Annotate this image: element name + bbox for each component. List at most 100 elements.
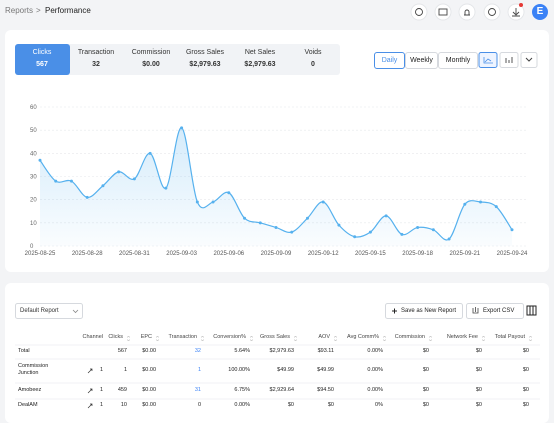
table-cell: $0 <box>475 367 482 373</box>
sort-icon <box>333 335 338 342</box>
export-button[interactable]: Export CSV <box>483 308 515 314</box>
table-cell: 0% <box>375 402 383 408</box>
column-header[interactable]: Gross Sales <box>260 334 290 340</box>
point <box>117 170 121 174</box>
point <box>337 223 341 227</box>
table-cell: $0 <box>475 387 482 393</box>
y-tick-label: 50 <box>30 128 37 134</box>
table-cell: 5.64% <box>234 348 250 354</box>
y-tick-label: 20 <box>30 198 37 204</box>
point <box>195 200 199 204</box>
metric-value: 0 <box>311 61 315 68</box>
metric-label[interactable]: Voids <box>304 49 322 56</box>
column-header[interactable]: Clicks <box>108 334 123 340</box>
column-header[interactable]: Commission <box>394 334 425 340</box>
x-tick-label: 2025-08-31 <box>119 251 150 257</box>
point <box>416 225 420 229</box>
point <box>164 186 168 190</box>
table-cell: 1 <box>99 387 103 393</box>
point <box>258 221 262 225</box>
point <box>290 230 294 234</box>
metric-label[interactable]: Transaction <box>77 49 115 56</box>
x-tick-label: 2025-08-25 <box>25 251 56 257</box>
column-header[interactable]: Transaction <box>168 334 197 340</box>
table-cell: $49.99 <box>317 367 334 373</box>
x-tick-label: 2025-09-06 <box>213 251 244 257</box>
table-cell: 100.00% <box>228 367 250 373</box>
point <box>463 202 467 206</box>
breadcrumb-item[interactable]: Reports <box>5 6 34 15</box>
column-header[interactable]: Avg Comm% <box>347 334 379 340</box>
table-cell: $0.00 <box>142 348 156 354</box>
point <box>353 235 357 239</box>
table-cell: $2,979.63 <box>269 348 294 354</box>
column-header[interactable]: Channel <box>82 334 104 340</box>
table-cell: $0 <box>522 367 529 373</box>
metric-label[interactable]: Gross Sales <box>185 49 225 56</box>
x-tick-label: 2025-09-09 <box>261 251 292 257</box>
column-header[interactable]: Conversion% <box>213 334 246 340</box>
x-tick-label: 2025-09-15 <box>355 251 386 257</box>
metric-label[interactable]: Clicks <box>32 49 52 56</box>
metric-label[interactable]: Net Sales <box>244 49 276 56</box>
table-cell: $0 <box>422 348 429 354</box>
toolbar-shapes <box>15 303 537 319</box>
column-header[interactable]: AOV <box>318 334 330 340</box>
report-select[interactable]: Default Report <box>20 308 59 314</box>
table-cell: 459 <box>117 387 127 393</box>
table-cell: 0 <box>197 402 201 408</box>
row-label: Commission Junction <box>18 363 49 376</box>
point <box>447 237 451 241</box>
link-icon <box>87 388 93 394</box>
point <box>227 191 231 195</box>
avatar[interactable]: E <box>536 6 544 17</box>
active-tab[interactable] <box>15 44 70 75</box>
column-header[interactable]: Total Payout <box>494 334 525 340</box>
y-tick-label: 10 <box>30 221 37 227</box>
x-tick-label: 2025-09-21 <box>449 251 480 257</box>
point <box>243 216 247 220</box>
x-tick-label: 2025-08-28 <box>72 251 103 257</box>
table-cell: $94.50 <box>317 387 334 393</box>
link-icon <box>87 403 93 409</box>
column-header[interactable]: Network Fee <box>446 334 478 340</box>
point <box>384 214 388 218</box>
sort-icon <box>428 335 433 342</box>
y-tick-label: 40 <box>30 151 37 157</box>
table-cell: 31 <box>194 387 201 393</box>
breadcrumb-item: Performance <box>45 6 91 15</box>
point <box>69 179 73 183</box>
table-cell: 567 <box>117 348 127 354</box>
save-button[interactable]: Save as New Report <box>401 308 457 314</box>
point <box>494 205 498 209</box>
table-cell: 0.00% <box>367 367 383 373</box>
line-chart: 0 10 20 30 40 50 60 2025-08-25 2025-08-28 2025-08… <box>25 105 528 257</box>
period-button[interactable]: Weekly <box>405 52 438 69</box>
table-cell: $0 <box>522 348 529 354</box>
sort-icon <box>528 335 533 342</box>
table-cell: $0 <box>422 387 429 393</box>
table-cell: 1 <box>197 367 201 373</box>
point <box>180 126 184 130</box>
period-button[interactable]: Daily <box>374 52 405 69</box>
column-header[interactable]: EPC <box>140 334 152 340</box>
metric-label[interactable]: Commission <box>131 49 171 56</box>
sort-icon <box>155 335 160 342</box>
sort-icon <box>200 335 205 342</box>
y-tick-label: 30 <box>30 175 37 181</box>
table-cell: $0.00 <box>142 402 156 408</box>
table-cell: 1 <box>99 402 103 408</box>
link-icon <box>87 368 93 374</box>
table-cell: 0.00% <box>367 348 383 354</box>
table-cell: $0 <box>422 367 429 373</box>
point <box>132 177 136 181</box>
table-cell: $0.00 <box>142 367 156 373</box>
table-cell: $0 <box>327 402 334 408</box>
table-cell: $93.11 <box>317 348 334 354</box>
metric-value: 567 <box>36 61 48 68</box>
table-lines <box>15 335 540 409</box>
period-button[interactable]: Monthly <box>438 52 478 69</box>
point <box>148 151 152 155</box>
breadcrumb-item: > <box>36 6 41 15</box>
table-cell: $0 <box>422 402 429 408</box>
